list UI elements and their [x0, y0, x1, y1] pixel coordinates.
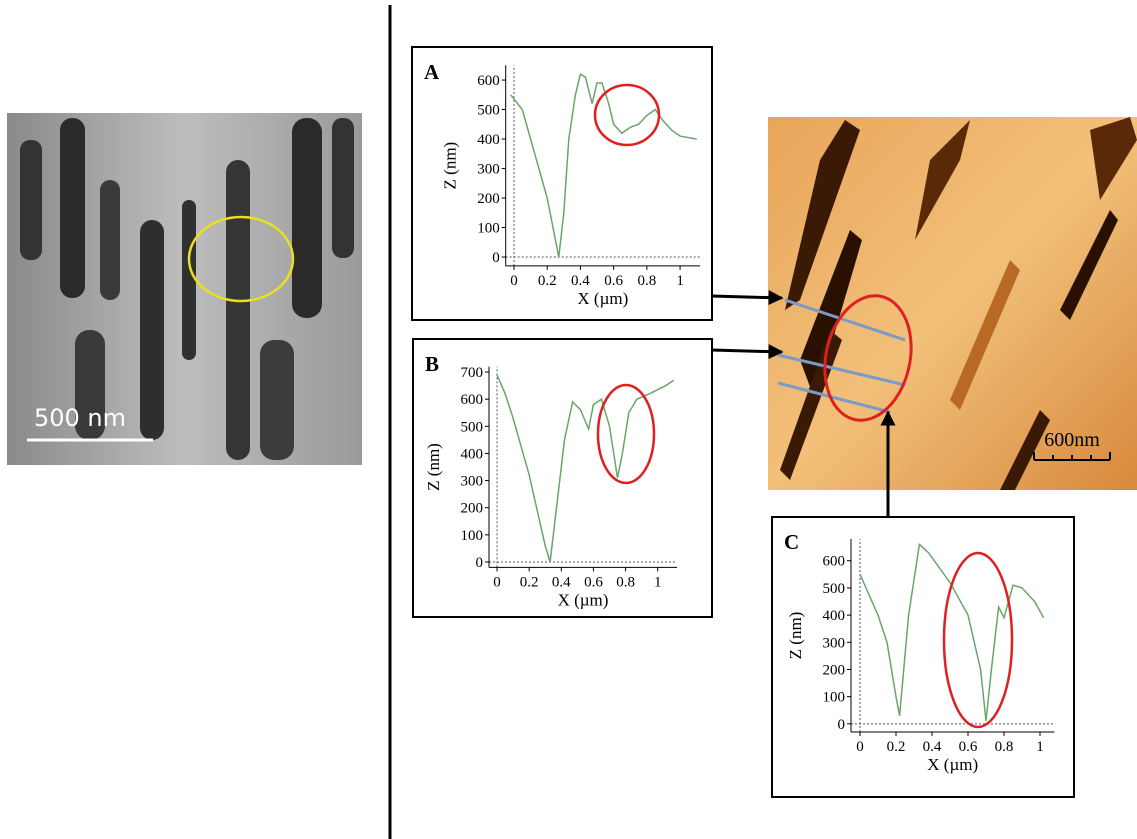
x-tick-label: 1 — [676, 273, 684, 289]
y-tick-label: 100 — [477, 221, 500, 237]
y-tick-label: 200 — [823, 662, 846, 678]
y-tick-label: 400 — [461, 446, 484, 462]
y-tick-label: 100 — [461, 528, 484, 544]
panel-label: A — [424, 60, 440, 84]
x-tick-label: 0 — [510, 273, 518, 289]
y-tick-label: 400 — [477, 132, 500, 148]
y-tick-label: 600 — [461, 392, 484, 408]
y-tick-label: 700 — [461, 365, 484, 381]
scale-bar-label: 600nm — [1044, 429, 1100, 451]
x-tick-label: 1 — [654, 574, 662, 590]
y-tick-label: 500 — [477, 103, 500, 119]
chart-panel: A 0 100 200 300 400 500 600 0 0.2 0.4 0.6 0.8 1 X (µm)… — [412, 47, 712, 320]
afm-image: 600nm — [768, 117, 1137, 490]
x-tick-label: 1 — [1036, 739, 1044, 755]
sem-image: 500 nm — [7, 113, 362, 465]
x-tick-label: 0.2 — [520, 574, 539, 590]
scale-bar-label: 500 nm — [34, 404, 126, 432]
x-tick-label: 0.8 — [995, 739, 1014, 755]
x-tick-label: 0 — [493, 574, 501, 590]
x-axis-title: X (µm) — [927, 755, 978, 774]
y-tick-label: 0 — [838, 717, 846, 733]
panel-label: C — [784, 530, 799, 554]
y-tick-label: 200 — [477, 191, 500, 207]
y-tick-label: 300 — [461, 474, 484, 490]
x-tick-label: 0.4 — [923, 739, 942, 755]
page: {"sem_scale_bar": "500 nm", "afm_scale_b… — [0, 0, 1137, 839]
panel-label: B — [425, 352, 439, 376]
x-tick-label: 0.4 — [552, 574, 571, 590]
x-axis-title: X (µm) — [577, 289, 628, 308]
x-tick-label: 0.6 — [584, 574, 603, 590]
x-tick-label: 0.6 — [604, 273, 623, 289]
y-tick-label: 600 — [823, 554, 846, 570]
y-tick-label: 600 — [477, 73, 500, 89]
y-tick-label: 400 — [823, 608, 846, 624]
x-tick-label: 0.2 — [538, 273, 557, 289]
y-tick-label: 300 — [477, 162, 500, 178]
x-tick-label: 0.2 — [887, 739, 906, 755]
y-tick-label: 300 — [823, 635, 846, 651]
y-tick-label: 0 — [476, 555, 484, 571]
y-tick-label: 500 — [823, 581, 846, 597]
x-tick-label: 0.8 — [616, 574, 635, 590]
x-tick-label: 0.4 — [571, 273, 590, 289]
chart-panel: B 0 100 200 300 400 500 600 700 0 0.2 0.4 0.6 0.8 1 X (… — [413, 339, 712, 617]
x-tick-label: 0 — [856, 739, 864, 755]
chart-panel: C 0 100 200 300 400 500 600 0 0.2 0.4 0.6 0.8 1 X (µm)… — [772, 517, 1074, 797]
y-tick-label: 0 — [492, 250, 500, 266]
x-tick-label: 0.6 — [959, 739, 978, 755]
y-axis-title: Z (nm) — [424, 443, 443, 491]
y-tick-label: 100 — [823, 690, 846, 706]
figure: 500 nm 600nm A010020030040050060000.20.4… — [0, 0, 1137, 839]
y-axis-title: Z (nm) — [786, 612, 805, 660]
y-tick-label: 200 — [461, 501, 484, 517]
panel-frame — [772, 517, 1074, 797]
x-tick-label: 0.8 — [637, 273, 656, 289]
y-tick-label: 500 — [461, 419, 484, 435]
y-axis-title: Z (nm) — [441, 142, 460, 190]
x-axis-title: X (µm) — [558, 590, 609, 609]
